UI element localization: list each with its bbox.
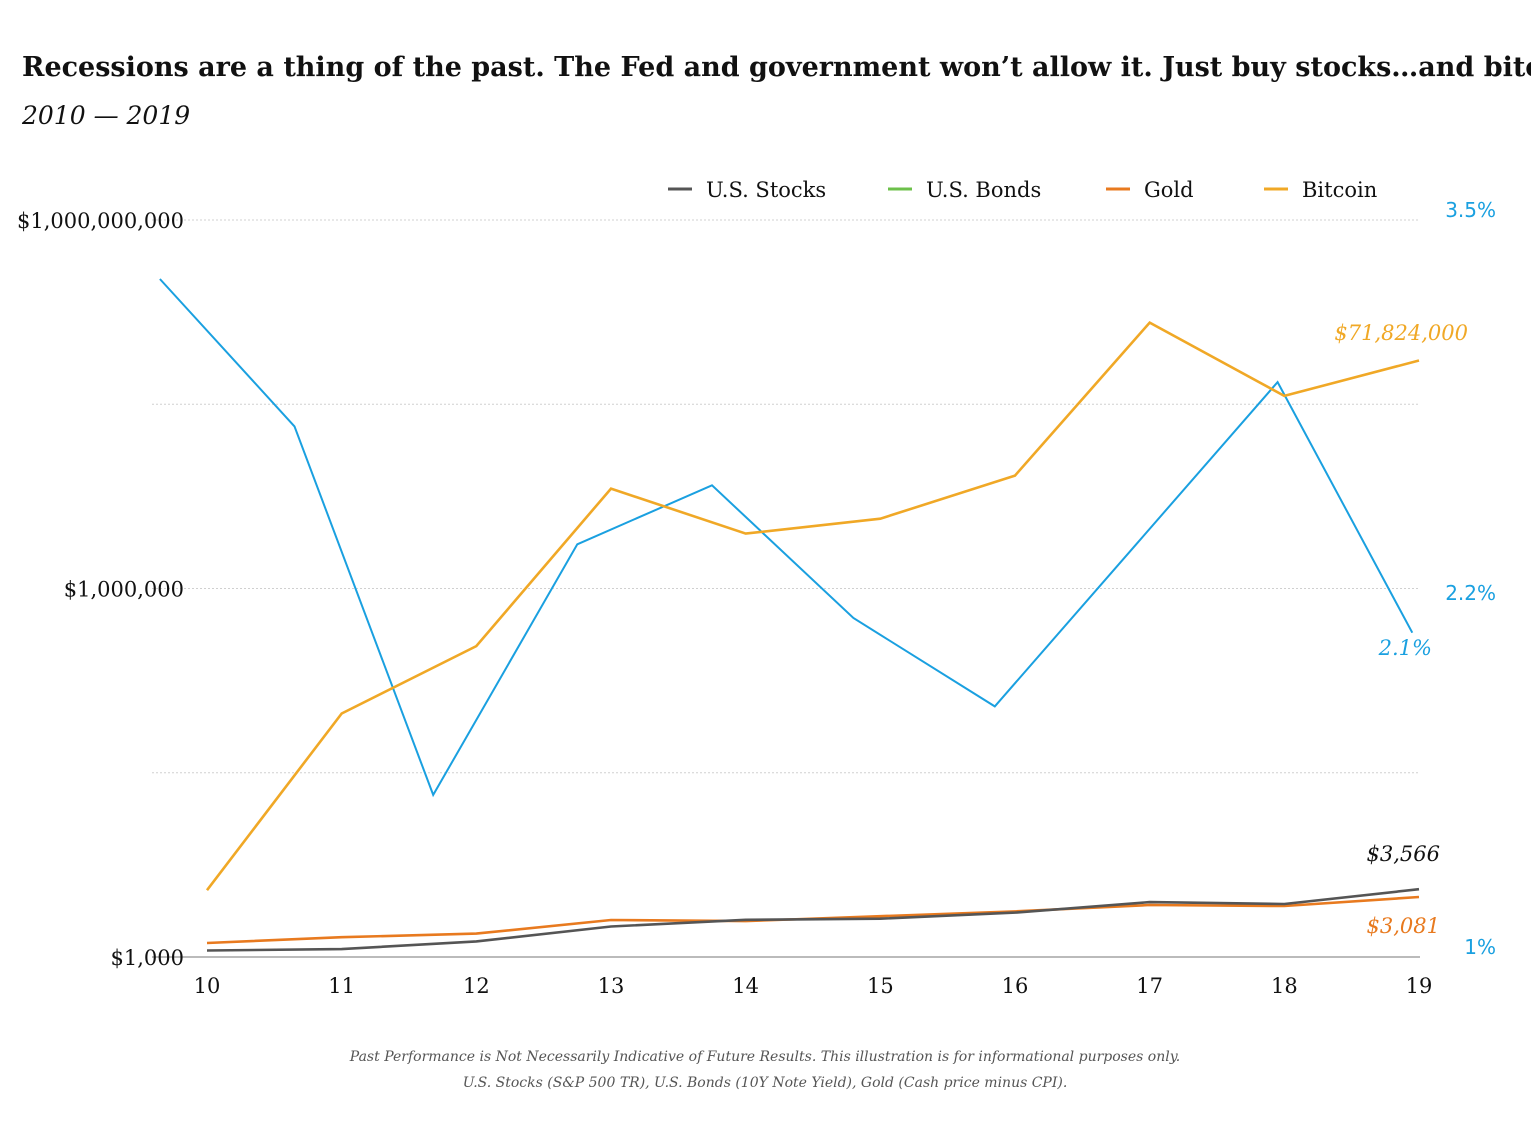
end-labels: $3,566 2.1% $3,081 $71,824,000 <box>1334 321 1468 938</box>
end-label-u-s-stocks: $3,566 <box>1367 842 1440 866</box>
x-tick-label: 19 <box>1406 974 1433 998</box>
legend-label-u-s-bonds: U.S. Bonds <box>926 178 1041 202</box>
x-tick-label: 14 <box>732 974 759 998</box>
y-right-tick-label: 1% <box>1464 935 1496 959</box>
legend-label-gold: Gold <box>1144 178 1194 202</box>
series-group <box>159 278 1420 952</box>
series-line-u-s-bonds <box>159 278 1414 798</box>
series-line-u-s-stocks <box>206 887 1420 952</box>
y-left-tick-label: $1,000,000 <box>64 578 184 602</box>
x-tick-label: 18 <box>1271 974 1298 998</box>
x-tick-label: 17 <box>1136 974 1163 998</box>
legend: U.S. Stocks U.S. Bonds Gold Bitcoin <box>668 178 1377 202</box>
x-tick-label: 12 <box>463 974 490 998</box>
axes: $1,000 $1,000,000 $1,000,000,000 1% 2.2% 3.5%… <box>17 198 1496 998</box>
series-line-bitcoin <box>205 320 1420 891</box>
end-label-u-s-bonds: 2.1% <box>1378 636 1432 660</box>
legend-label-u-s-stocks: U.S. Stocks <box>706 178 826 202</box>
x-tick-label: 10 <box>194 974 221 998</box>
footnote-line-2: U.S. Stocks (S&P 500 TR), U.S. Bonds (10… <box>463 1075 1068 1091</box>
x-tick-label: 16 <box>1002 974 1029 998</box>
chart-title: Recessions are a thing of the past. The … <box>22 52 1531 83</box>
end-label-bitcoin: $71,824,000 <box>1334 321 1468 345</box>
x-tick-label: 11 <box>328 974 355 998</box>
footnote-line-1: Past Performance is Not Necessarily Indi… <box>349 1049 1180 1065</box>
chart-subtitle: 2010 — 2019 <box>21 101 190 130</box>
y-right-tick-label: 3.5% <box>1445 198 1496 222</box>
legend-label-bitcoin: Bitcoin <box>1302 178 1377 202</box>
y-left-tick-label: $1,000,000,000 <box>17 209 184 233</box>
x-tick-label: 13 <box>598 974 625 998</box>
end-label-gold: $3,081 <box>1367 914 1440 938</box>
y-left-tick-label: $1,000 <box>111 946 184 970</box>
y-right-tick-label: 2.2% <box>1445 581 1496 605</box>
grid <box>152 219 1420 774</box>
x-tick-label: 15 <box>867 974 894 998</box>
